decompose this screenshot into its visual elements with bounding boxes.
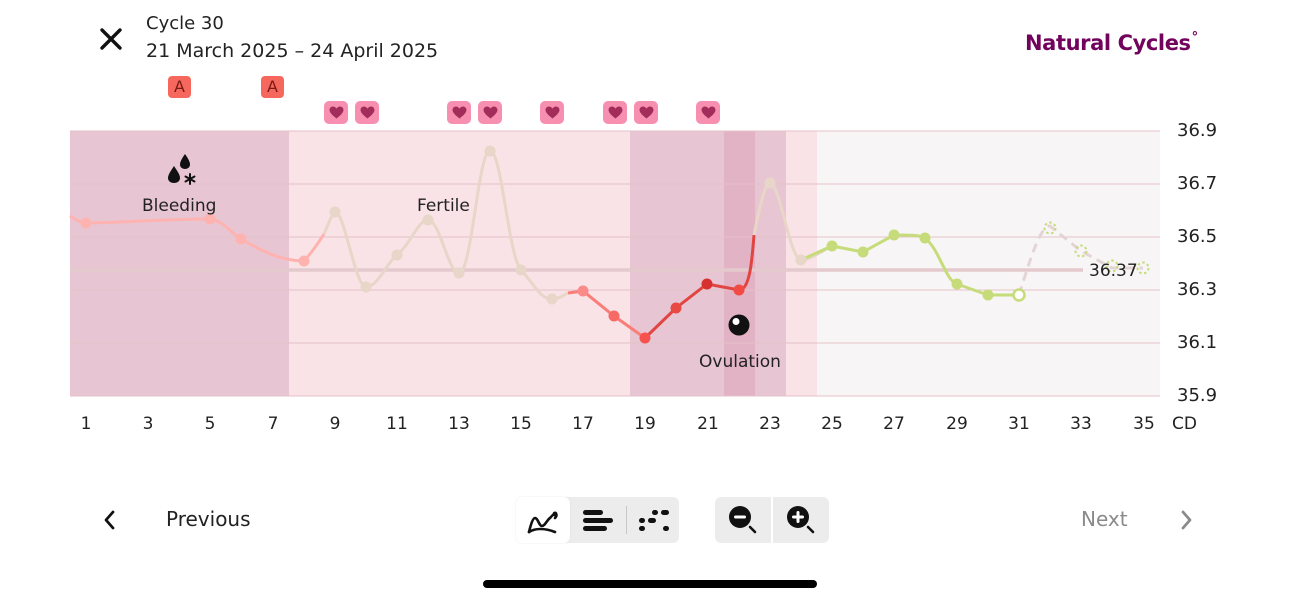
previous-button[interactable]: Previous bbox=[166, 507, 251, 531]
dots-icon bbox=[638, 510, 669, 531]
cover-line-value: 36.37 bbox=[1089, 261, 1138, 281]
cycle-title: Cycle 30 bbox=[146, 13, 224, 34]
heart-badge[interactable] bbox=[324, 101, 348, 124]
x-tick: 3 bbox=[142, 414, 154, 434]
line-graph-icon bbox=[527, 511, 558, 534]
zoom-out-icon bbox=[729, 506, 757, 534]
heart-icon bbox=[329, 106, 343, 119]
bleeding-drops-icon bbox=[168, 154, 196, 185]
heart-icon bbox=[639, 106, 653, 119]
zoom-divider bbox=[771, 497, 773, 543]
bleeding-label: Bleeding bbox=[142, 196, 217, 216]
line-graph-view-button[interactable] bbox=[516, 497, 570, 543]
next-button[interactable]: Next bbox=[1081, 507, 1128, 531]
bars-view-button[interactable] bbox=[572, 497, 624, 543]
x-tick: 19 bbox=[634, 414, 656, 434]
zoom-in-button[interactable] bbox=[773, 497, 829, 543]
temp-line-post bbox=[752, 181, 833, 262]
y-tick: 36.1 bbox=[1177, 332, 1218, 353]
brand-name: Natural Cycles bbox=[1025, 31, 1191, 55]
temp-line-red-low bbox=[567, 289, 646, 340]
x-tick: 13 bbox=[448, 414, 470, 434]
fertile-high-band bbox=[630, 131, 786, 396]
bars-icon bbox=[583, 510, 613, 531]
heart-badge[interactable] bbox=[355, 101, 379, 124]
heart-icon bbox=[701, 106, 715, 119]
x-tick: 17 bbox=[572, 414, 594, 434]
x-tick: 9 bbox=[329, 414, 341, 434]
brand-mark: ° bbox=[1191, 30, 1199, 45]
x-tick: 7 bbox=[267, 414, 279, 434]
dots-view-button[interactable] bbox=[628, 497, 679, 543]
x-tick: 15 bbox=[510, 414, 532, 434]
temp-line-predicted bbox=[1017, 224, 1143, 296]
heart-icon bbox=[608, 106, 622, 119]
x-tick: 21 bbox=[697, 414, 719, 434]
cycle-date-range: 21 March 2025 – 24 April 2025 bbox=[146, 40, 439, 62]
x-axis-unit: CD bbox=[1172, 414, 1197, 434]
ovulation-icon bbox=[728, 314, 750, 336]
heart-icon bbox=[360, 106, 374, 119]
period-band bbox=[70, 131, 289, 396]
ovulation-label: Ovulation bbox=[699, 352, 781, 372]
brand-logo: Natural Cycles° bbox=[1025, 30, 1198, 55]
heart-icon bbox=[452, 106, 466, 119]
y-tick: 36.3 bbox=[1177, 279, 1218, 300]
x-tick: 33 bbox=[1070, 414, 1092, 434]
heart-badge[interactable] bbox=[696, 101, 720, 124]
x-tick: 27 bbox=[883, 414, 905, 434]
y-tick: 35.9 bbox=[1177, 385, 1218, 406]
heart-badge[interactable] bbox=[540, 101, 564, 124]
temp-line-red-rise bbox=[643, 234, 756, 340]
x-tick: 5 bbox=[204, 414, 216, 434]
anticipated-badge[interactable]: A bbox=[168, 76, 191, 98]
view-mode-switcher bbox=[516, 497, 679, 543]
chevron-right-icon[interactable] bbox=[1174, 507, 1198, 533]
x-tick: 29 bbox=[946, 414, 968, 434]
fertile-label: Fertile bbox=[417, 196, 470, 216]
zoom-out-button[interactable] bbox=[715, 497, 771, 543]
heart-badge[interactable] bbox=[447, 101, 471, 124]
data-points bbox=[80, 145, 1150, 344]
y-tick: 36.7 bbox=[1177, 173, 1218, 194]
anticipated-badge[interactable]: A bbox=[261, 76, 284, 98]
segment-divider bbox=[626, 506, 627, 534]
y-tick: 36.9 bbox=[1177, 120, 1218, 141]
x-tick: 31 bbox=[1008, 414, 1030, 434]
y-tick: 36.5 bbox=[1177, 226, 1218, 247]
x-tick: 25 bbox=[821, 414, 843, 434]
x-tick: 11 bbox=[386, 414, 408, 434]
zoom-controls bbox=[715, 497, 829, 543]
zoom-in-icon bbox=[787, 506, 815, 534]
x-tick: 23 bbox=[759, 414, 781, 434]
heart-badge[interactable] bbox=[634, 101, 658, 124]
home-indicator[interactable] bbox=[483, 580, 817, 588]
close-icon[interactable] bbox=[96, 24, 126, 54]
heart-badge[interactable] bbox=[603, 101, 627, 124]
heart-icon bbox=[483, 106, 497, 119]
heart-icon bbox=[545, 106, 559, 119]
x-tick: 35 bbox=[1133, 414, 1155, 434]
heart-badge[interactable] bbox=[478, 101, 502, 124]
gridlines bbox=[70, 130, 1160, 397]
chevron-left-icon[interactable] bbox=[98, 507, 122, 533]
x-tick: 1 bbox=[80, 414, 92, 434]
